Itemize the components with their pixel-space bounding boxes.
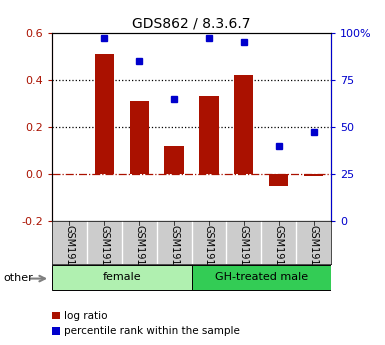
Bar (95, 54, 114, 174)
Bar (130, 101, 149, 174)
Text: GSM19176: GSM19176 (99, 225, 109, 278)
Text: percentile rank within the sample: percentile rank within the sample (64, 326, 239, 336)
Text: GSM19178: GSM19178 (169, 225, 179, 278)
Bar (234, 75, 253, 174)
Text: GSM19180: GSM19180 (239, 225, 249, 278)
Text: GSM19177: GSM19177 (134, 225, 144, 278)
Bar (304, 174, 323, 176)
Text: female: female (102, 272, 141, 282)
Text: other: other (4, 274, 33, 283)
Text: GH-treated male: GH-treated male (215, 272, 308, 282)
Text: log ratio: log ratio (64, 311, 107, 321)
Title: GDS862 / 8.3.6.7: GDS862 / 8.3.6.7 (132, 16, 251, 30)
Text: GSM19175: GSM19175 (64, 225, 74, 278)
Text: GSM19182: GSM19182 (309, 225, 319, 278)
Bar (164, 146, 184, 174)
FancyBboxPatch shape (192, 265, 331, 290)
Text: GSM19179: GSM19179 (204, 225, 214, 278)
FancyBboxPatch shape (52, 265, 192, 290)
Bar (199, 96, 219, 174)
Bar (269, 174, 288, 186)
Text: GSM19181: GSM19181 (274, 225, 284, 278)
